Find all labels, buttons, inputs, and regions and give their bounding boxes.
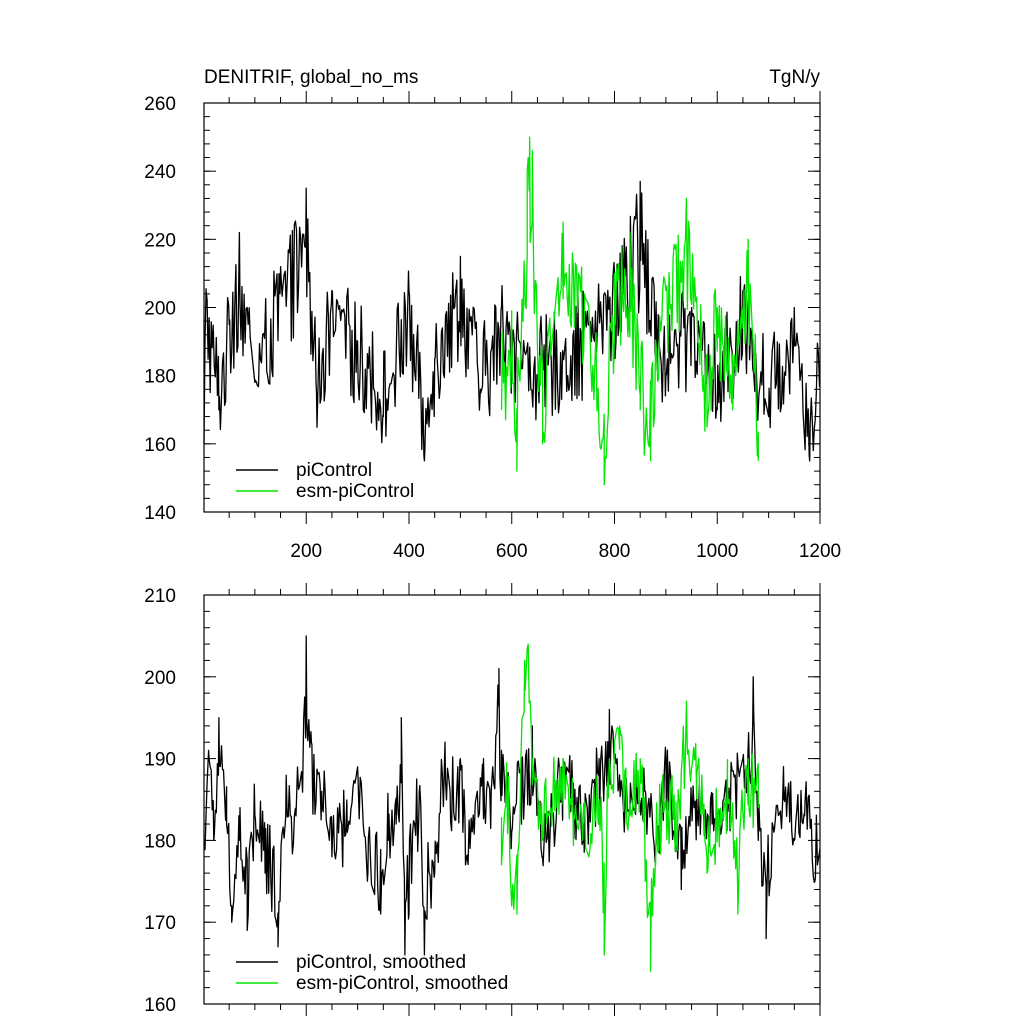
legend-label: esm-piControl, smoothed	[296, 973, 508, 994]
y-tick-label: 170	[144, 913, 176, 934]
series-group	[203, 136, 821, 486]
y-tick-label: 240	[144, 162, 176, 183]
bottom-panel: 160 170 180 190 200 210 piControl, smoothedes…	[144, 583, 821, 1016]
y-tick-label: 140	[144, 503, 176, 524]
x-tick-label: 600	[496, 541, 528, 562]
series-line-picontrol	[203, 180, 821, 462]
ticks-group: 140 160 180 200 220 240 260 200 400 600 800 1000 120…	[144, 91, 841, 562]
legend-label: piControl, smoothed	[296, 952, 466, 973]
y-tick-label: 200	[144, 668, 176, 689]
x-tick-label: 1000	[696, 541, 738, 562]
y-tick-label: 160	[144, 435, 176, 456]
chart-units: TgN/y	[769, 67, 820, 88]
ticks-group: 160 170 180 190 200 210	[144, 583, 821, 1016]
x-tick-label: 800	[599, 541, 631, 562]
legend-label: esm-piControl	[296, 481, 414, 502]
chart-title: DENITRIF, global_no_ms	[204, 67, 418, 88]
y-tick-label: 160	[144, 995, 176, 1016]
y-tick-label: 260	[144, 94, 176, 115]
y-tick-label: 190	[144, 750, 176, 771]
y-tick-label: 200	[144, 299, 176, 320]
x-tick-label: 200	[290, 541, 322, 562]
series-line-esm-picontrol	[500, 136, 759, 486]
y-tick-label: 210	[144, 586, 176, 607]
y-tick-label: 180	[144, 367, 176, 388]
x-tick-label: 1200	[799, 541, 841, 562]
legend-label: piControl	[296, 460, 372, 481]
plot-frame	[203, 102, 821, 513]
top-panel: DENITRIF, global_no_ms TgN/y 140 160 180 20…	[144, 67, 841, 562]
y-tick-label: 180	[144, 831, 176, 852]
series-line-esm-picontrol-smoothed	[500, 643, 759, 972]
plot-frame	[203, 594, 821, 1005]
x-tick-label: 400	[393, 541, 425, 562]
series-group	[203, 635, 821, 972]
y-tick-label: 220	[144, 230, 176, 251]
